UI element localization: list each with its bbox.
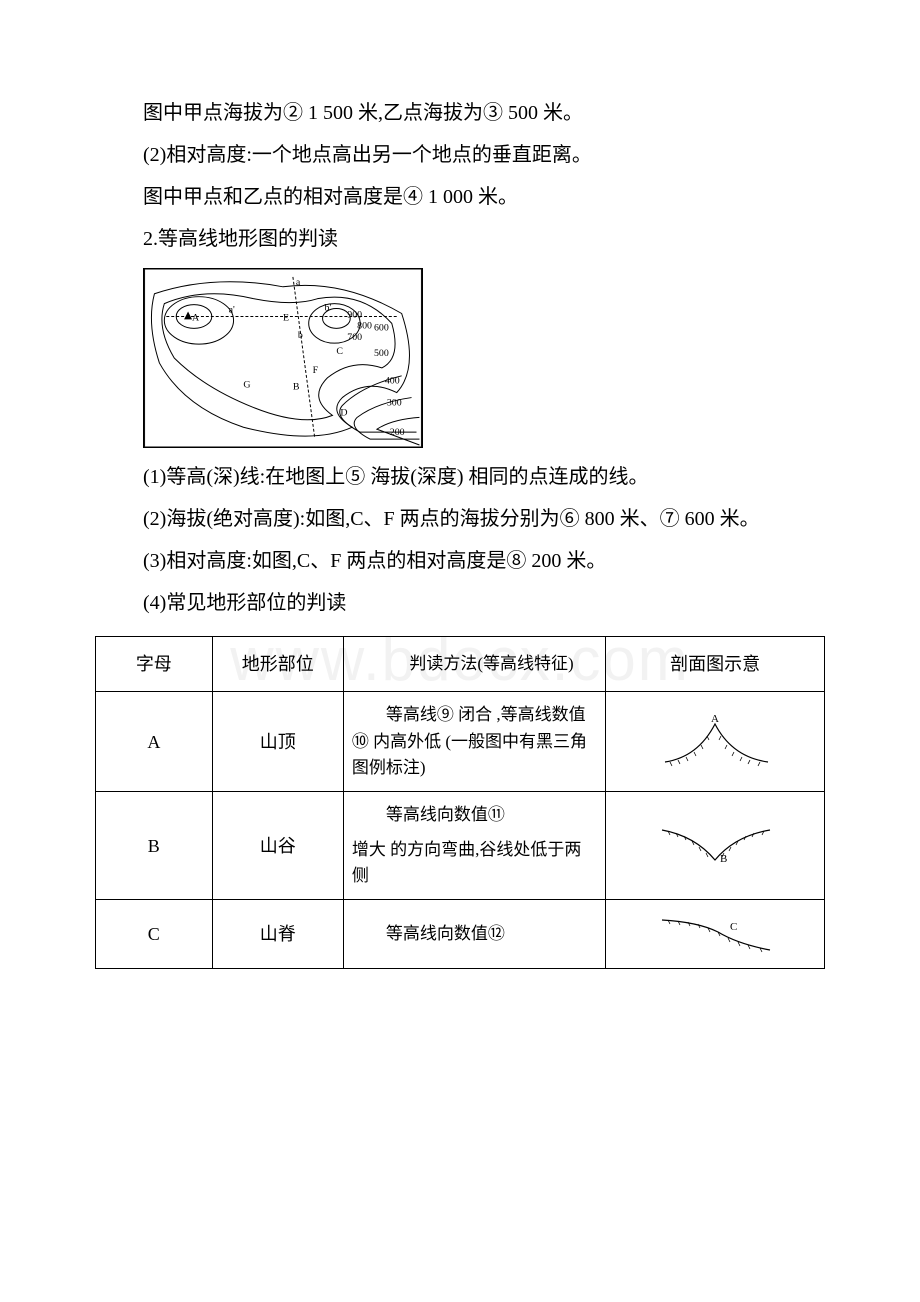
cell-profile-C: C <box>606 900 825 969</box>
map-label-800: 800 <box>357 320 372 331</box>
profile-valley-icon: B <box>650 818 780 873</box>
map-label-B: B <box>293 382 300 393</box>
map-label-E: E <box>283 312 289 323</box>
map-label-b: b <box>298 330 303 341</box>
method-B-text1: 等高线向数值⑪ <box>352 802 597 828</box>
method-B-text2: 增大 的方向弯曲,谷线处低于两侧 <box>352 837 597 890</box>
cell-letter-C: C <box>96 900 213 969</box>
cell-letter-A: A <box>96 692 213 792</box>
map-label-200: 200 <box>390 427 405 438</box>
map-label-400: 400 <box>385 376 400 387</box>
map-label-600: 600 <box>374 322 389 333</box>
th-method: 判读方法(等高线特征) <box>343 637 605 692</box>
paragraph-8: (4)常见地形部位的判读 <box>95 584 825 622</box>
paragraph-4: 2.等高线地形图的判读 <box>95 220 825 258</box>
method-A-text: 等高线⑨ 闭合 ,等高线数值⑩ 内高外低 (一般图中有黑三角图例标注) <box>352 702 597 781</box>
th-letter: 字母 <box>96 637 213 692</box>
paragraph-7: (3)相对高度:如图,C、F 两点的相对高度是⑧ 200 米。 <box>95 542 825 580</box>
map-label-A: A <box>192 312 200 323</box>
table-row: C 山脊 等高线向数值⑫ C <box>96 900 825 969</box>
map-label-700: 700 <box>347 332 362 343</box>
map-label-900: 900 <box>347 309 362 320</box>
map-label-a-prime: a' <box>229 305 235 316</box>
map-label-G: G <box>243 380 250 391</box>
profile-peak-icon: A <box>650 712 780 772</box>
paragraph-6: (2)海拔(绝对高度):如图,C、F 两点的海拔分别为⑥ 800 米、⑦ 600… <box>95 500 825 538</box>
th-part: 地形部位 <box>212 637 343 692</box>
profile-ridge-icon: C <box>650 910 780 958</box>
cell-method-B: 等高线向数值⑪ 增大 的方向弯曲,谷线处低于两侧 <box>343 792 605 900</box>
map-label-b-prime: b' <box>325 303 332 314</box>
table-header-row: 字母 地形部位 判读方法(等高线特征) 剖面图示意 <box>96 637 825 692</box>
map-label-D: D <box>340 407 347 418</box>
table-row: B 山谷 等高线向数值⑪ 增大 的方向弯曲,谷线处低于两侧 <box>96 792 825 900</box>
landform-table: 字母 地形部位 判读方法(等高线特征) 剖面图示意 A 山顶 等高线⑨ 闭合 ,… <box>95 636 825 969</box>
cell-letter-B: B <box>96 792 213 900</box>
method-C-text: 等高线向数值⑫ <box>352 921 597 947</box>
table-row: A 山顶 等高线⑨ 闭合 ,等高线数值⑩ 内高外低 (一般图中有黑三角图例标注) <box>96 692 825 792</box>
map-label-F: F <box>313 365 319 376</box>
th-profile: 剖面图示意 <box>606 637 825 692</box>
map-label-C: C <box>336 346 343 357</box>
cell-method-A: 等高线⑨ 闭合 ,等高线数值⑩ 内高外低 (一般图中有黑三角图例标注) <box>343 692 605 792</box>
profile-B-label: B <box>720 853 727 865</box>
profile-C-label: C <box>730 921 737 933</box>
cell-part-B: 山谷 <box>212 792 343 900</box>
document-content: 图中甲点海拔为② 1 500 米,乙点海拔为③ 500 米。 (2)相对高度:一… <box>95 94 825 969</box>
profile-A-label: A <box>711 713 719 725</box>
map-label-300: 300 <box>387 397 402 408</box>
cell-profile-A: A <box>606 692 825 792</box>
map-label-500: 500 <box>374 348 389 359</box>
paragraph-5: (1)等高(深)线:在地图上⑤ 海拔(深度) 相同的点连成的线。 <box>95 458 825 496</box>
contour-map-diagram: A a' a b' b E C F B D G 900 800 700 600 … <box>143 268 423 448</box>
map-label-a: a <box>296 277 301 288</box>
cell-part-A: 山顶 <box>212 692 343 792</box>
paragraph-1: 图中甲点海拔为② 1 500 米,乙点海拔为③ 500 米。 <box>95 94 825 132</box>
cell-method-C: 等高线向数值⑫ <box>343 900 605 969</box>
paragraph-2: (2)相对高度:一个地点高出另一个地点的垂直距离。 <box>95 136 825 174</box>
cell-profile-B: B <box>606 792 825 900</box>
paragraph-3: 图中甲点和乙点的相对高度是④ 1 000 米。 <box>95 178 825 216</box>
cell-part-C: 山脊 <box>212 900 343 969</box>
th-method-text: 判读方法(等高线特征) <box>352 648 597 680</box>
